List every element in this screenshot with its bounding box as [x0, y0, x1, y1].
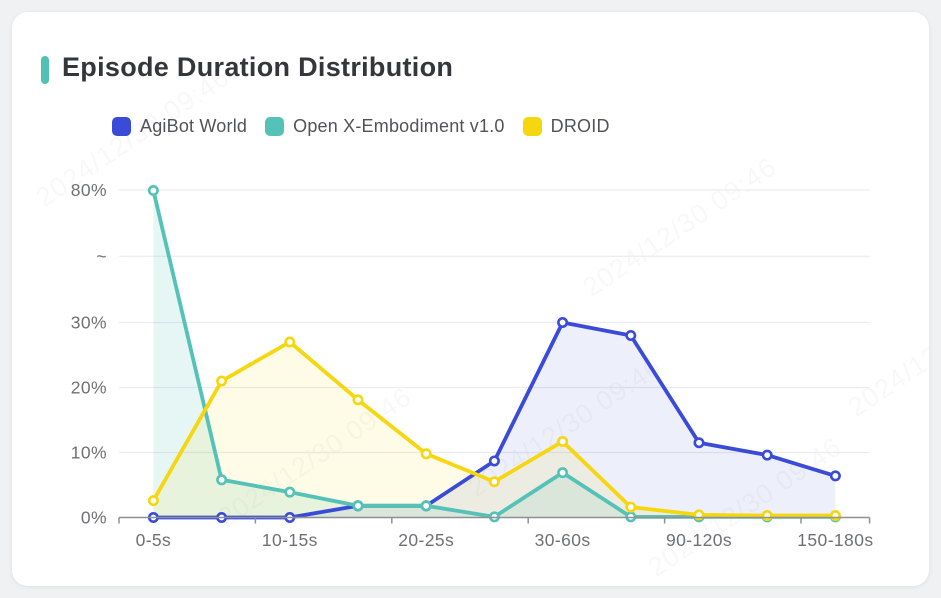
chart-card: 2024/12/30 09:46 2024/12/30 09:46 2024/1… — [12, 12, 929, 586]
legend-swatch-open-x-embodiment[interactable] — [265, 117, 285, 136]
x-axis-label: 10-15s — [262, 530, 318, 550]
data-point[interactable] — [488, 476, 500, 488]
legend-item-droid[interactable]: DROID — [522, 116, 610, 137]
legend-item-agibot-world[interactable]: AgiBot World — [112, 116, 247, 137]
data-point[interactable] — [284, 486, 296, 498]
chart-legend: AgiBot World Open X-Embodiment v1.0 DROI… — [112, 116, 610, 137]
y-axis-label: 20% — [71, 378, 107, 398]
title-accent-bar — [41, 56, 49, 84]
data-point[interactable] — [488, 455, 500, 467]
series-area-2 — [153, 342, 836, 518]
x-axis-label: 90-120s — [666, 530, 732, 550]
data-point[interactable] — [557, 467, 569, 479]
legend-swatch-agibot-world[interactable] — [112, 117, 131, 136]
chart-canvas[interactable]: 0% 10% 20% 30% ~80% 0-5s 10-15s 20-25s 30-60s 90-… — [12, 12, 929, 586]
data-point[interactable] — [352, 394, 364, 406]
data-point[interactable] — [216, 474, 228, 486]
data-point[interactable] — [761, 449, 773, 461]
legend-item-open-x-embodiment[interactable]: Open X-Embodiment v1.0 — [265, 116, 505, 137]
x-axis-label: 20-25s — [398, 530, 454, 550]
data-point[interactable] — [352, 500, 364, 512]
data-point[interactable] — [284, 336, 296, 348]
y-axis-label: 10% — [71, 443, 107, 463]
y-axis-label: 0% — [81, 508, 107, 528]
data-point[interactable] — [761, 510, 773, 522]
y-axis-label: 30% — [71, 313, 107, 333]
y-axis-label: ~ — [96, 246, 107, 266]
legend-label: DROID — [550, 116, 610, 136]
data-point[interactable] — [625, 329, 637, 341]
x-axis-label: 30-60s — [535, 530, 591, 550]
data-point[interactable] — [147, 185, 159, 197]
data-point[interactable] — [420, 500, 432, 512]
x-axis-label: 0-5s — [136, 530, 172, 550]
data-point[interactable] — [216, 375, 228, 387]
series-area-0 — [153, 322, 836, 518]
legend-label: Open X-Embodiment v1.0 — [293, 116, 505, 136]
data-point[interactable] — [829, 510, 841, 522]
data-point[interactable] — [829, 470, 841, 482]
legend-swatch-droid[interactable] — [522, 117, 542, 136]
data-point[interactable] — [693, 437, 705, 449]
x-axis-label: 150-180s — [797, 530, 873, 550]
data-point[interactable] — [147, 495, 159, 507]
data-point[interactable] — [557, 435, 569, 447]
data-point[interactable] — [420, 448, 432, 460]
data-point[interactable] — [557, 316, 569, 328]
data-point[interactable] — [625, 501, 637, 513]
page-title: Episode Duration Distribution — [62, 52, 454, 82]
legend-label: AgiBot World — [140, 116, 248, 136]
y-axis-label: 80% — [71, 180, 107, 200]
